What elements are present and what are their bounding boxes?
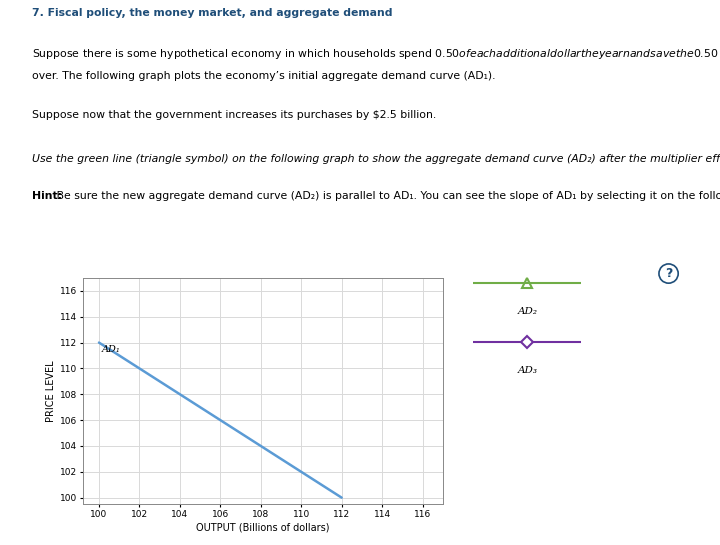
Text: Suppose there is some hypothetical economy in which households spend $0.50 of ea: Suppose there is some hypothetical econo… [32,47,720,61]
Text: 7. Fiscal policy, the money market, and aggregate demand: 7. Fiscal policy, the money market, and … [32,8,393,18]
Text: Be sure the new aggregate demand curve (AD₂) is parallel to AD₁. You can see the: Be sure the new aggregate demand curve (… [53,191,720,201]
Text: over. The following graph plots the economy’s initial aggregate demand curve (AD: over. The following graph plots the econ… [32,71,496,81]
Text: AD₁: AD₁ [102,344,121,354]
Y-axis label: PRICE LEVEL: PRICE LEVEL [46,360,56,422]
Text: ?: ? [665,267,672,280]
Text: Hint:: Hint: [32,191,63,201]
Text: AD₂: AD₂ [518,307,537,316]
Text: Use the green line (triangle symbol) on the following graph to show the aggregat: Use the green line (triangle symbol) on … [32,154,720,165]
Text: AD₃: AD₃ [518,366,537,375]
X-axis label: OUTPUT (Billions of dollars): OUTPUT (Billions of dollars) [196,523,330,533]
Text: Suppose now that the government increases its purchases by $2.5 billion.: Suppose now that the government increase… [32,110,436,120]
